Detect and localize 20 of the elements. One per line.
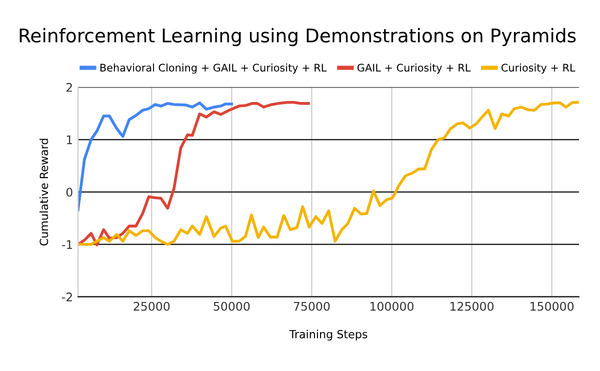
x-tick-label: 50000 [214,302,250,311]
x-axis-title: Training Steps [289,330,368,341]
legend-label: Behavioral Cloning + GAIL + Curiosity + RL [100,64,327,74]
line-series [78,100,579,246]
x-tick-label: 125000 [450,302,494,311]
x-tick-label: 100000 [370,302,414,311]
line-series [78,102,234,212]
y-tick-label: 1 [66,135,72,144]
x-tick-label: 150000 [530,302,574,311]
line-series [78,100,310,246]
legend-label: Curiosity + RL [501,64,576,74]
x-tick-label: 75000 [294,302,330,311]
y-tick-label: -2 [62,292,72,302]
y-tick-label: -1 [62,240,72,249]
y-tick-label: 2 [66,82,72,92]
x-tick-label: 25000 [134,302,170,311]
legend-label: GAIL + Curiosity + RL [357,64,471,74]
chart-title: Reinforcement Learning using Demonstrations on Pyramids [20,28,576,46]
y-axis-title: Cumulative Reward [40,138,48,246]
y-tick-label: 0 [66,188,72,197]
